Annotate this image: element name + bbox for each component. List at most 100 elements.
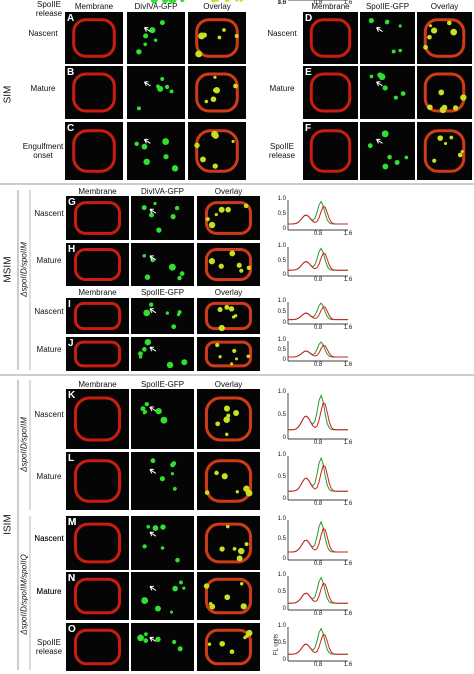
cell-membrane — [204, 577, 253, 615]
panel-letter: B — [67, 67, 75, 78]
gfp-focus — [143, 309, 151, 317]
panel-letter: L — [68, 453, 75, 464]
gfp-focus — [143, 33, 149, 39]
gfp-focus — [219, 546, 225, 552]
row-label: Engulfment onset — [22, 142, 64, 160]
gfp-focus — [231, 139, 235, 143]
gfp-focus — [142, 544, 147, 549]
gfp-focus — [400, 91, 406, 96]
gfp-focus — [225, 206, 231, 213]
gfp-focus — [159, 476, 165, 482]
gfp-focus — [212, 163, 218, 169]
gfp-focus — [143, 158, 150, 166]
strain-label: ΔspoIID/spoIIM/spoIIQ — [19, 554, 29, 635]
arrow — [149, 468, 157, 474]
cell-membrane — [309, 129, 352, 173]
gfp-focus — [229, 250, 236, 257]
arrow — [149, 636, 157, 642]
column-header: SpoIIE-GFP — [140, 288, 185, 297]
row-label: Nascent — [34, 410, 64, 419]
gfp-focus — [146, 524, 151, 529]
cell-membrane — [73, 247, 122, 282]
gfp-focus — [150, 458, 156, 464]
gfp-focus — [140, 406, 146, 412]
gfp-focus — [209, 603, 216, 610]
column-header: Membrane — [74, 2, 114, 11]
panel-letter: K — [68, 390, 76, 401]
gfp-focus — [431, 27, 438, 34]
panel-letter: A — [67, 13, 75, 24]
strain-label: ΔspoIID/spoIIM — [19, 417, 29, 472]
y-tick-label: 0.5 — [277, 412, 286, 418]
gfp-focus — [182, 586, 186, 590]
y-tick-label: 0.5 — [277, 257, 286, 264]
gfp-focus — [367, 143, 373, 149]
x-tick-label: 1.6 — [343, 561, 353, 567]
panel-letter: O — [68, 624, 76, 635]
gfp-focus — [175, 557, 180, 563]
gfp-focus — [224, 594, 231, 601]
cell-membrane — [309, 72, 352, 113]
y-tick-label: 1.0 — [277, 389, 286, 395]
column-header: DivIVA-GFP — [141, 187, 184, 196]
gfp-focus — [381, 130, 389, 138]
panel-letter: M — [68, 517, 77, 528]
gfp-focus — [218, 263, 224, 269]
gfp-focus — [223, 416, 231, 423]
micrograph — [131, 298, 194, 334]
gfp-focus — [168, 263, 176, 271]
y-tick-label: 1.0 — [277, 243, 286, 249]
y-tick-label: 0 — [282, 320, 286, 326]
gfp-focus — [143, 42, 148, 47]
gfp-focus — [134, 141, 139, 147]
gfp-focus — [382, 85, 388, 91]
cell-membrane — [72, 18, 116, 58]
cell-membrane — [195, 72, 239, 113]
gfp-focus — [156, 227, 162, 233]
row-label: Nascent — [34, 209, 64, 218]
column-header: DivIVA-GFP — [134, 2, 178, 11]
gfp-focus — [142, 254, 147, 258]
gfp-focus — [212, 132, 219, 139]
gfp-focus — [160, 524, 166, 530]
gfp-focus — [404, 155, 409, 160]
micrograph — [127, 12, 185, 64]
gfp-focus — [148, 302, 154, 307]
gfp-focus — [223, 405, 231, 412]
gfp-focus — [141, 597, 149, 605]
intensity-profile — [287, 528, 348, 553]
column-header: Membrane — [78, 288, 117, 297]
micrograph — [127, 66, 185, 119]
gfp-focus — [166, 361, 174, 369]
gfp-focus — [171, 165, 179, 172]
gfp-focus — [144, 402, 149, 407]
y-tick-label: 1.0 — [277, 298, 286, 304]
gfp-focus — [232, 348, 237, 354]
gfp-focus — [207, 642, 212, 647]
arrow — [143, 138, 151, 144]
gfp-focus — [444, 141, 448, 146]
gfp-focus — [214, 470, 219, 476]
gfp-focus — [195, 50, 203, 58]
x-tick-label: 1.6 — [343, 0, 353, 6]
gfp-focus — [172, 585, 178, 592]
y-axis-label: FL units — [273, 633, 280, 656]
gfp-focus — [233, 314, 238, 318]
gfp-focus — [246, 265, 252, 270]
gfp-focus — [398, 48, 403, 53]
gfp-focus — [427, 104, 433, 111]
y-tick-label: 1.0 — [277, 572, 286, 578]
gfp-focus — [226, 413, 231, 418]
gfp-focus — [170, 214, 176, 220]
gfp-focus — [450, 28, 458, 36]
section-label: ISIM — [2, 514, 14, 535]
panel-letter: O — [68, 0, 76, 11]
x-tick-label: 0.8 — [313, 561, 323, 567]
x-tick-label: 1.6 — [343, 231, 353, 237]
y-tick-label: 0 — [282, 272, 286, 278]
gfp-focus — [169, 89, 174, 94]
gfp-focus — [153, 201, 157, 206]
row-label: Mature — [36, 587, 62, 596]
gfp-focus — [368, 17, 374, 24]
